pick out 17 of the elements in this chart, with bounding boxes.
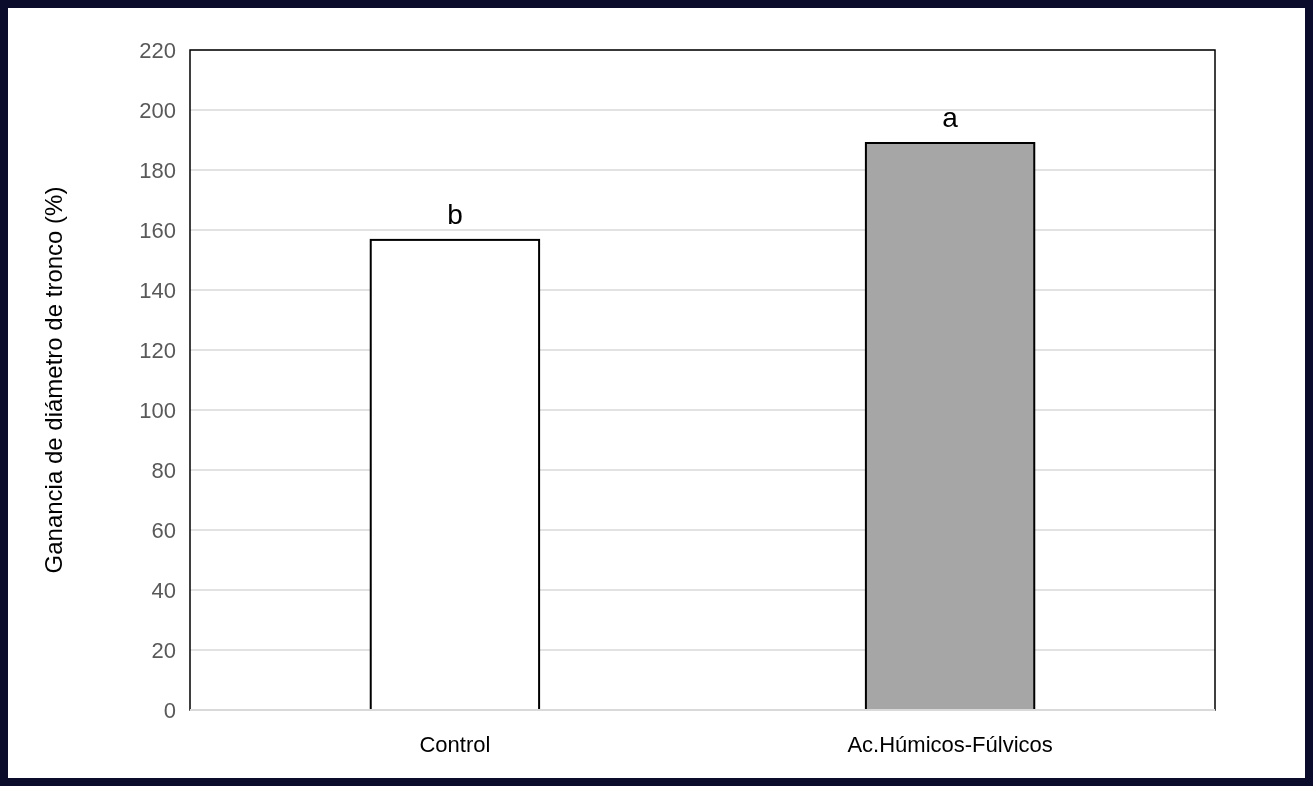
y-tick-label: 160 xyxy=(139,217,176,243)
y-tick-label: 20 xyxy=(151,637,176,663)
y-tick-label: 100 xyxy=(139,397,176,423)
y-tick-label: 200 xyxy=(139,97,176,123)
y-axis-title: Ganancia de diámetro de tronco (%) xyxy=(40,186,67,574)
y-tick-label: 80 xyxy=(151,457,176,483)
x-tick-label: Control xyxy=(419,731,491,757)
y-tick-label: 140 xyxy=(139,277,176,303)
annotation: b xyxy=(447,198,463,230)
y-tick-label: 180 xyxy=(139,157,176,183)
x-tick-label: Ac.Húmicos-Fúlvicos xyxy=(847,731,1053,757)
annotation: a xyxy=(942,102,959,133)
y-tick-label: 60 xyxy=(151,517,176,543)
y-tick-label: 120 xyxy=(139,337,176,363)
y-tick-label: 0 xyxy=(163,697,176,723)
y-tick-label: 40 xyxy=(151,577,176,603)
y-tick-label: 220 xyxy=(139,37,176,63)
